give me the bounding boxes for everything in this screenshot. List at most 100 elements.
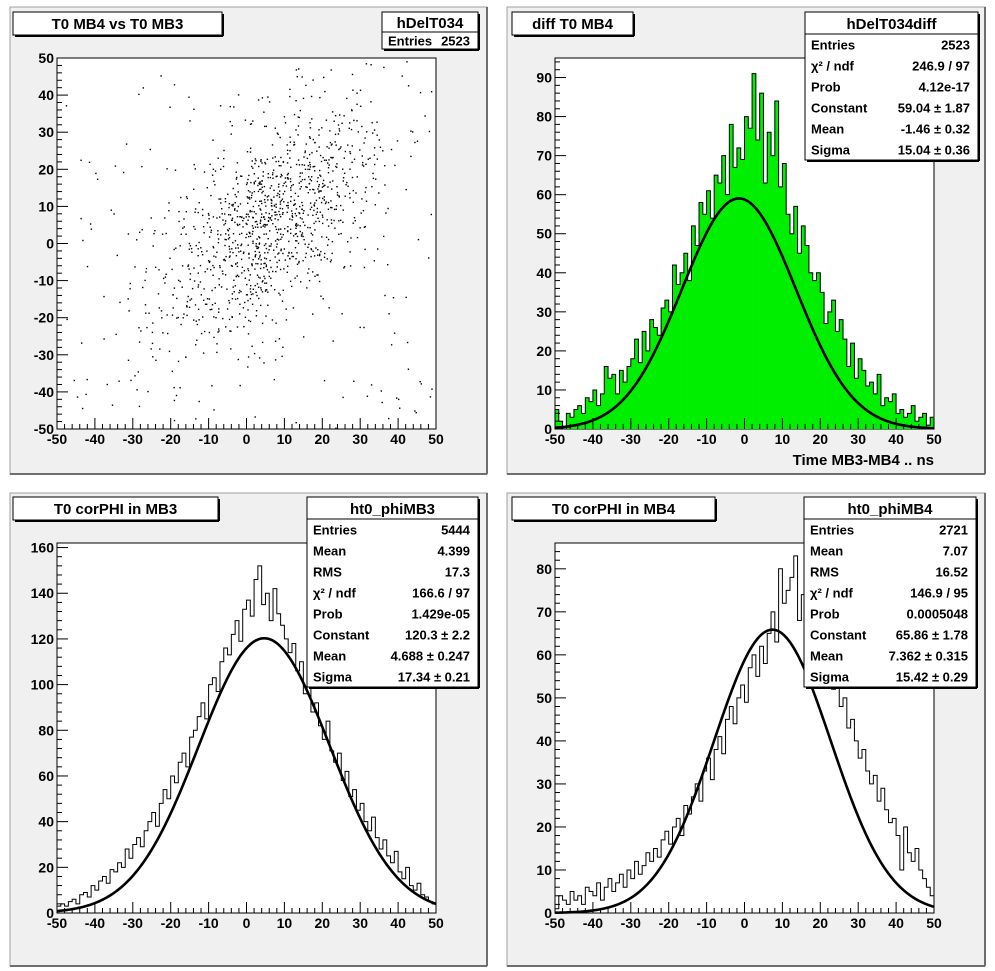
scatter-point <box>263 257 266 259</box>
scatter-point <box>353 380 355 382</box>
scatter-point <box>353 119 355 122</box>
scatter-point <box>342 209 344 211</box>
scatter-point <box>295 225 298 227</box>
scatter-point <box>288 252 290 254</box>
scatter-point <box>222 317 224 320</box>
scatter-point <box>234 208 236 210</box>
scatter-point <box>272 223 274 225</box>
scatter-point <box>260 200 262 202</box>
scatter-point <box>270 205 273 207</box>
scatter-point <box>362 210 365 212</box>
scatter-point <box>270 198 272 201</box>
scatter-point <box>336 166 338 169</box>
scatter-point <box>304 150 306 152</box>
scatter-point <box>197 308 200 310</box>
scatter-point <box>224 201 227 203</box>
histogram-bar <box>824 323 829 429</box>
scatter-point <box>254 250 256 253</box>
y-tick-label: 20 <box>536 819 552 835</box>
scatter-point <box>194 228 196 230</box>
scatter-point <box>320 259 322 261</box>
scatter-point <box>363 326 365 329</box>
scatter-point <box>278 338 281 340</box>
scatter-point <box>258 297 260 300</box>
scatter-point <box>251 233 254 235</box>
scatter-point <box>211 289 213 292</box>
scatter-point <box>151 331 154 334</box>
scatter-point <box>337 124 340 126</box>
scatter-point <box>249 147 252 149</box>
scatter-point <box>263 185 266 188</box>
scatter-point <box>218 198 220 200</box>
scatter-point <box>254 255 256 257</box>
scatter-point <box>313 165 316 168</box>
scatter-point <box>209 260 211 263</box>
scatter-point <box>364 248 366 251</box>
scatter-point <box>299 212 301 215</box>
scatter-point <box>198 400 200 403</box>
scatter-point <box>261 291 264 293</box>
scatter-point <box>318 134 320 136</box>
scatter-point <box>342 177 345 179</box>
scatter-point <box>217 242 220 244</box>
scatter-point <box>231 248 233 250</box>
scatter-point <box>302 212 304 214</box>
scatter-point <box>95 172 97 175</box>
scatter-point <box>431 388 433 390</box>
scatter-point <box>193 319 195 321</box>
scatter-point <box>318 220 320 223</box>
scatter-point <box>198 241 200 244</box>
scatter-point <box>208 298 211 300</box>
scatter-point <box>245 294 248 296</box>
scatter-point <box>195 418 197 420</box>
scatter-point <box>90 228 93 230</box>
scatter-point <box>200 247 202 249</box>
scatter-point <box>316 180 319 183</box>
scatter-point <box>365 63 368 65</box>
histogram-bar <box>797 253 802 429</box>
scatter-point <box>274 289 276 291</box>
scatter-point <box>274 226 277 228</box>
scatter-point <box>318 129 320 131</box>
histogram-bar <box>577 405 582 429</box>
scatter-point <box>309 178 311 181</box>
scatter-point <box>228 206 230 209</box>
scatter-point <box>279 190 281 192</box>
scatter-point <box>114 165 117 167</box>
scatter-point <box>269 187 271 189</box>
scatter-point <box>295 69 298 71</box>
scatter-point <box>298 182 300 184</box>
scatter-point <box>372 132 374 134</box>
histogram-bar <box>714 175 719 429</box>
scatter-point <box>334 227 336 229</box>
scatter-point <box>310 180 313 182</box>
scatter-point <box>259 254 261 256</box>
scatter-point <box>320 160 323 163</box>
scatter-point <box>259 182 261 184</box>
scatter-point <box>249 123 252 125</box>
histogram-bar <box>922 413 927 429</box>
scatter-point <box>242 307 245 309</box>
scatter-point <box>327 238 330 241</box>
scatter-point <box>264 125 266 128</box>
scatter-point <box>258 251 261 253</box>
scatter-point <box>127 298 129 300</box>
scatter-point <box>269 218 271 220</box>
scatter-point <box>363 266 366 269</box>
scatter-point <box>273 189 275 192</box>
scatter-point <box>290 166 292 168</box>
scatter-point <box>254 416 256 418</box>
scatter-point <box>275 270 277 273</box>
stats-value: 2523 <box>941 38 970 53</box>
scatter-point <box>113 213 115 215</box>
scatter-point <box>281 198 284 200</box>
scatter-point <box>248 257 250 259</box>
scatter-point <box>206 268 209 270</box>
scatter-point <box>176 317 178 319</box>
scatter-point <box>237 244 239 246</box>
stats-label: Prob <box>313 607 343 622</box>
plot-area <box>65 61 433 429</box>
histogram-bar <box>653 327 658 429</box>
histogram-bar <box>691 225 696 429</box>
histogram-bar <box>581 413 586 429</box>
